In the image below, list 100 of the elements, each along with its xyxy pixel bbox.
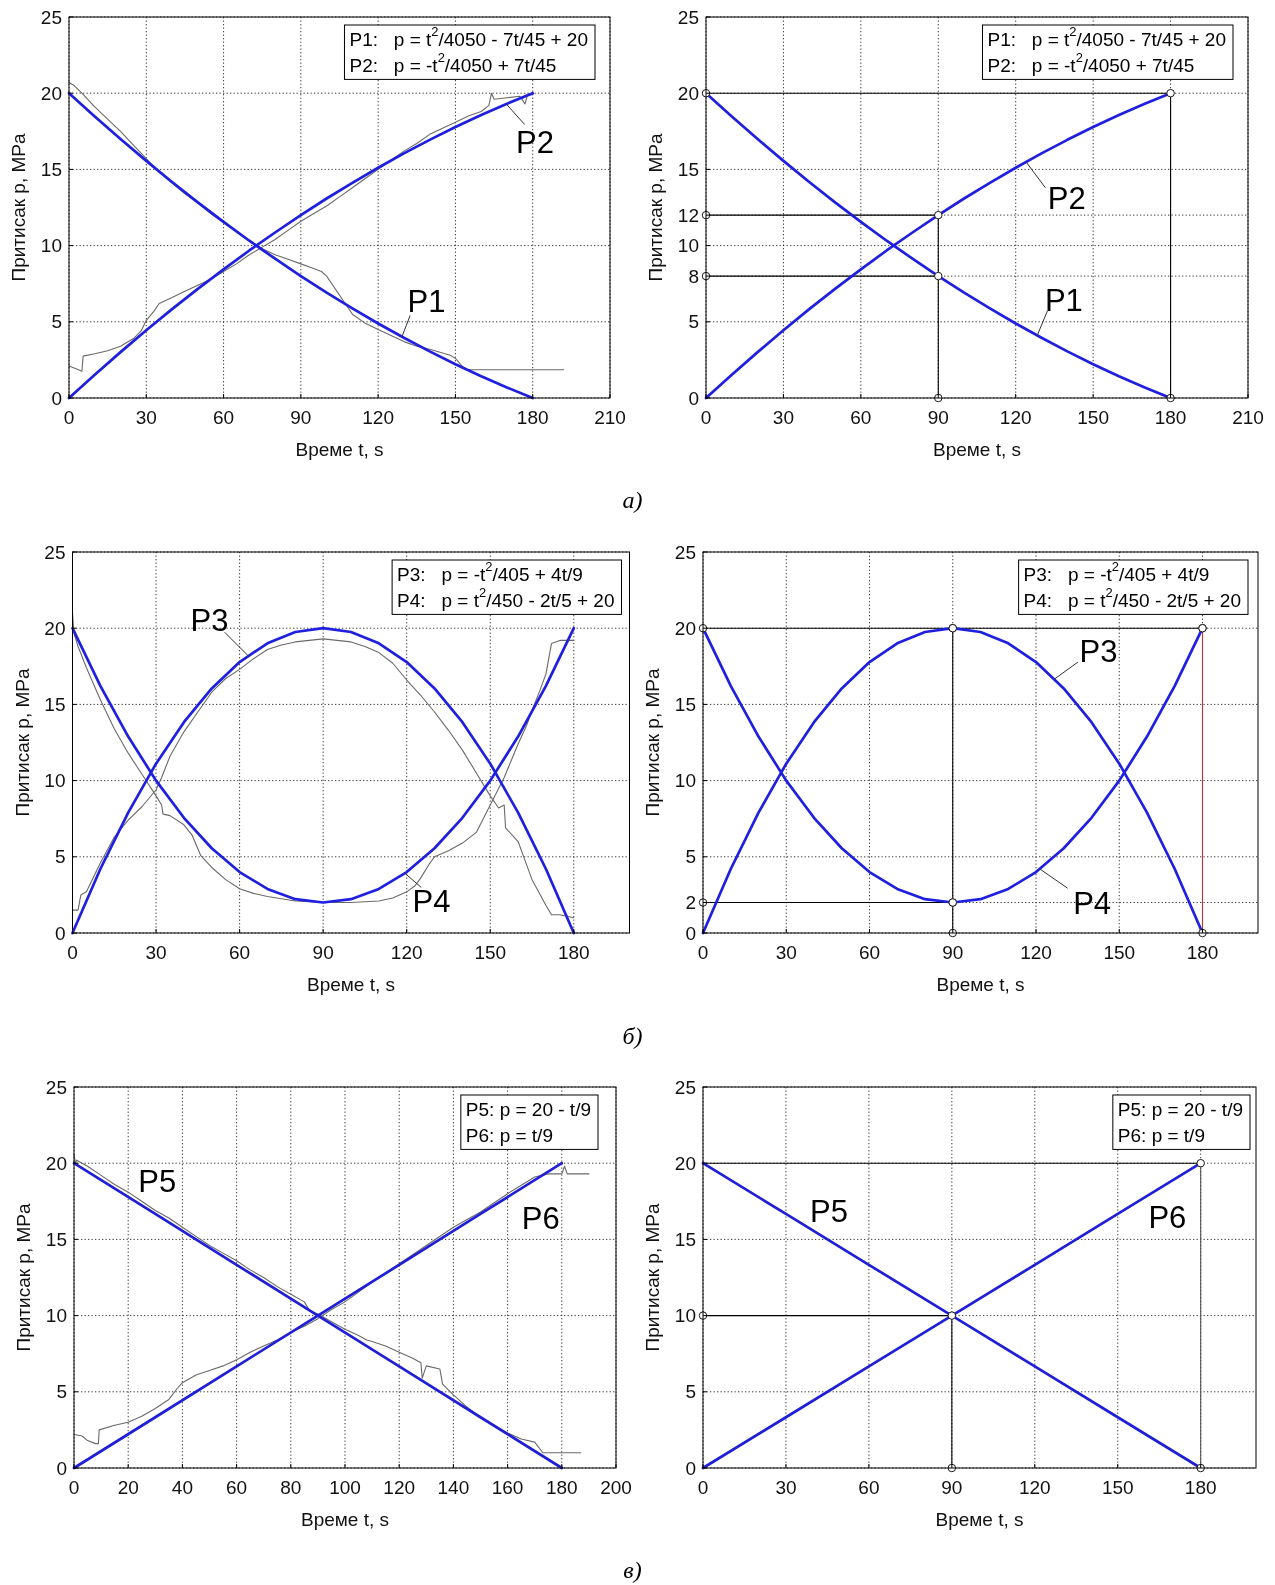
x-tick-label: 40 <box>171 1476 193 1498</box>
y-tick-label: 0 <box>688 387 699 409</box>
y-tick-label: 25 <box>674 541 696 563</box>
y-axis-title: Притисак p, MPa <box>11 668 32 817</box>
y-tick-label: 2 <box>685 892 696 914</box>
x-tick-label: 180 <box>1186 941 1219 963</box>
annotation: P5: p = 20 - t/9 <box>465 1098 591 1120</box>
x-tick-label: 150 <box>439 406 472 428</box>
x-tick-label: 90 <box>927 406 949 428</box>
y-tick-label: 5 <box>688 311 699 333</box>
x-tick-label: 120 <box>999 406 1032 428</box>
y-tick-label: 25 <box>40 6 62 28</box>
y-axis-title: Притисак p, MPa <box>7 133 29 282</box>
y-tick-label: 12 <box>677 204 699 226</box>
x-axis-title: Време t, s <box>300 1508 390 1530</box>
series-label: P6 <box>1148 1199 1187 1235</box>
series-label: P1 <box>1044 282 1083 318</box>
y-tick-label: 20 <box>677 82 699 104</box>
x-tick-label: 120 <box>390 941 423 963</box>
x-tick-label: 180 <box>545 1476 578 1498</box>
x-tick-label: 30 <box>145 941 167 963</box>
x-tick-label: 210 <box>594 406 626 428</box>
y-axis-title: Притисак p, MPa <box>641 1203 663 1352</box>
x-tick-label: 30 <box>135 406 157 428</box>
y-tick-label: 15 <box>674 1228 696 1250</box>
x-tick-label: 200 <box>600 1476 632 1498</box>
series-label: P5 <box>138 1163 177 1199</box>
y-tick-label: 0 <box>685 922 696 944</box>
series-label: P5 <box>810 1193 848 1229</box>
series-label: P4 <box>1073 885 1112 921</box>
y-tick-label: 8 <box>688 265 699 287</box>
x-tick-label: 60 <box>858 941 881 963</box>
x-tick-label: 120 <box>362 406 394 428</box>
y-tick-label: 5 <box>51 311 62 333</box>
annotation: P2: p = -t$^{2}$/4050 + 7t/45 <box>349 50 557 76</box>
annotation: P3: p = -t$^{2}$/405 + 4t/9 <box>397 559 583 585</box>
x-tick-label: 150 <box>1077 406 1109 428</box>
y-tick-label: 10 <box>677 235 699 257</box>
annotation: P4: p = t$^{2}$/450 - 2t/5 + 20 <box>397 585 615 611</box>
x-tick-label: 210 <box>1232 406 1264 428</box>
y-tick-label: 25 <box>45 1076 67 1098</box>
x-tick-label: 90 <box>312 941 334 963</box>
x-tick-label: 120 <box>383 1476 416 1498</box>
annotation: P6: p = t/9 <box>1117 1124 1205 1146</box>
y-tick-label: 15 <box>44 693 66 715</box>
x-axis-title: Време t, s <box>306 973 396 995</box>
y-tick-label: 20 <box>44 617 66 639</box>
annotation: P5: p = 20 - t/9 <box>1117 1098 1243 1120</box>
y-tick-label: 10 <box>40 235 62 257</box>
x-tick-label: 60 <box>226 1476 248 1498</box>
annotation: P4: p = t$^{2}$/450 - 2t/5 + 20 <box>1023 585 1241 611</box>
x-tick-label: 160 <box>491 1476 524 1498</box>
x-tick-label: 90 <box>941 1476 963 1498</box>
text: а) <box>622 487 643 513</box>
x-tick-label: 140 <box>437 1476 470 1498</box>
x-axis-title: Време t, s <box>935 1508 1024 1530</box>
y-tick-label: 0 <box>685 1457 696 1479</box>
y-tick-label: 10 <box>674 1305 696 1327</box>
y-tick-label: 20 <box>674 1152 696 1174</box>
series-label: P3 <box>1079 633 1118 669</box>
x-axis-title: Време t, s <box>936 973 1025 995</box>
x-tick-label: 60 <box>229 941 251 963</box>
annotation: P1: p = t$^{2}$/4050 - 7t/45 + 20 <box>349 24 588 50</box>
y-tick-label: 5 <box>54 846 66 868</box>
annotation: P2: p = -t$^{2}$/4050 + 7t/45 <box>987 50 1195 76</box>
annotation: P3: p = -t$^{2}$/405 + 4t/9 <box>1023 559 1210 585</box>
y-tick-label: 20 <box>45 1152 67 1174</box>
x-tick-label: 180 <box>1154 406 1187 428</box>
x-tick-label: 150 <box>1101 1476 1134 1498</box>
y-tick-label: 25 <box>44 541 66 563</box>
x-tick-label: 90 <box>942 941 964 963</box>
x-tick-label: 90 <box>290 406 312 428</box>
series-label: P2 <box>516 124 554 160</box>
x-tick-label: 180 <box>557 941 590 963</box>
y-tick-label: 10 <box>44 770 66 792</box>
x-tick-label: 30 <box>772 406 794 428</box>
y-tick-label: 5 <box>685 846 696 868</box>
x-tick-label: 60 <box>213 406 235 428</box>
y-tick-label: 5 <box>685 1381 696 1403</box>
y-tick-label: 10 <box>45 1305 67 1327</box>
text: в) <box>623 1557 642 1583</box>
y-tick-label: 25 <box>677 6 699 28</box>
x-tick-label: 180 <box>516 406 549 428</box>
series-label: P3 <box>190 602 229 638</box>
y-tick-label: 20 <box>674 617 696 639</box>
x-tick-label: 20 <box>117 1476 139 1498</box>
x-tick-label: 30 <box>775 941 797 963</box>
x-tick-label: 180 <box>1184 1476 1217 1498</box>
annotation: P6: p = t/9 <box>465 1124 553 1146</box>
y-tick-label: 15 <box>677 158 699 180</box>
text: б) <box>622 1023 643 1049</box>
series-label: P1 <box>407 283 446 319</box>
y-tick-label: 0 <box>51 387 62 409</box>
y-tick-label: 15 <box>674 693 696 715</box>
y-tick-label: 5 <box>56 1381 67 1403</box>
x-tick-label: 30 <box>775 1476 797 1498</box>
y-tick-label: 0 <box>54 922 66 944</box>
x-tick-label: 150 <box>1103 941 1136 963</box>
series-label: P2 <box>1047 180 1086 216</box>
x-tick-label: 60 <box>858 1476 880 1498</box>
